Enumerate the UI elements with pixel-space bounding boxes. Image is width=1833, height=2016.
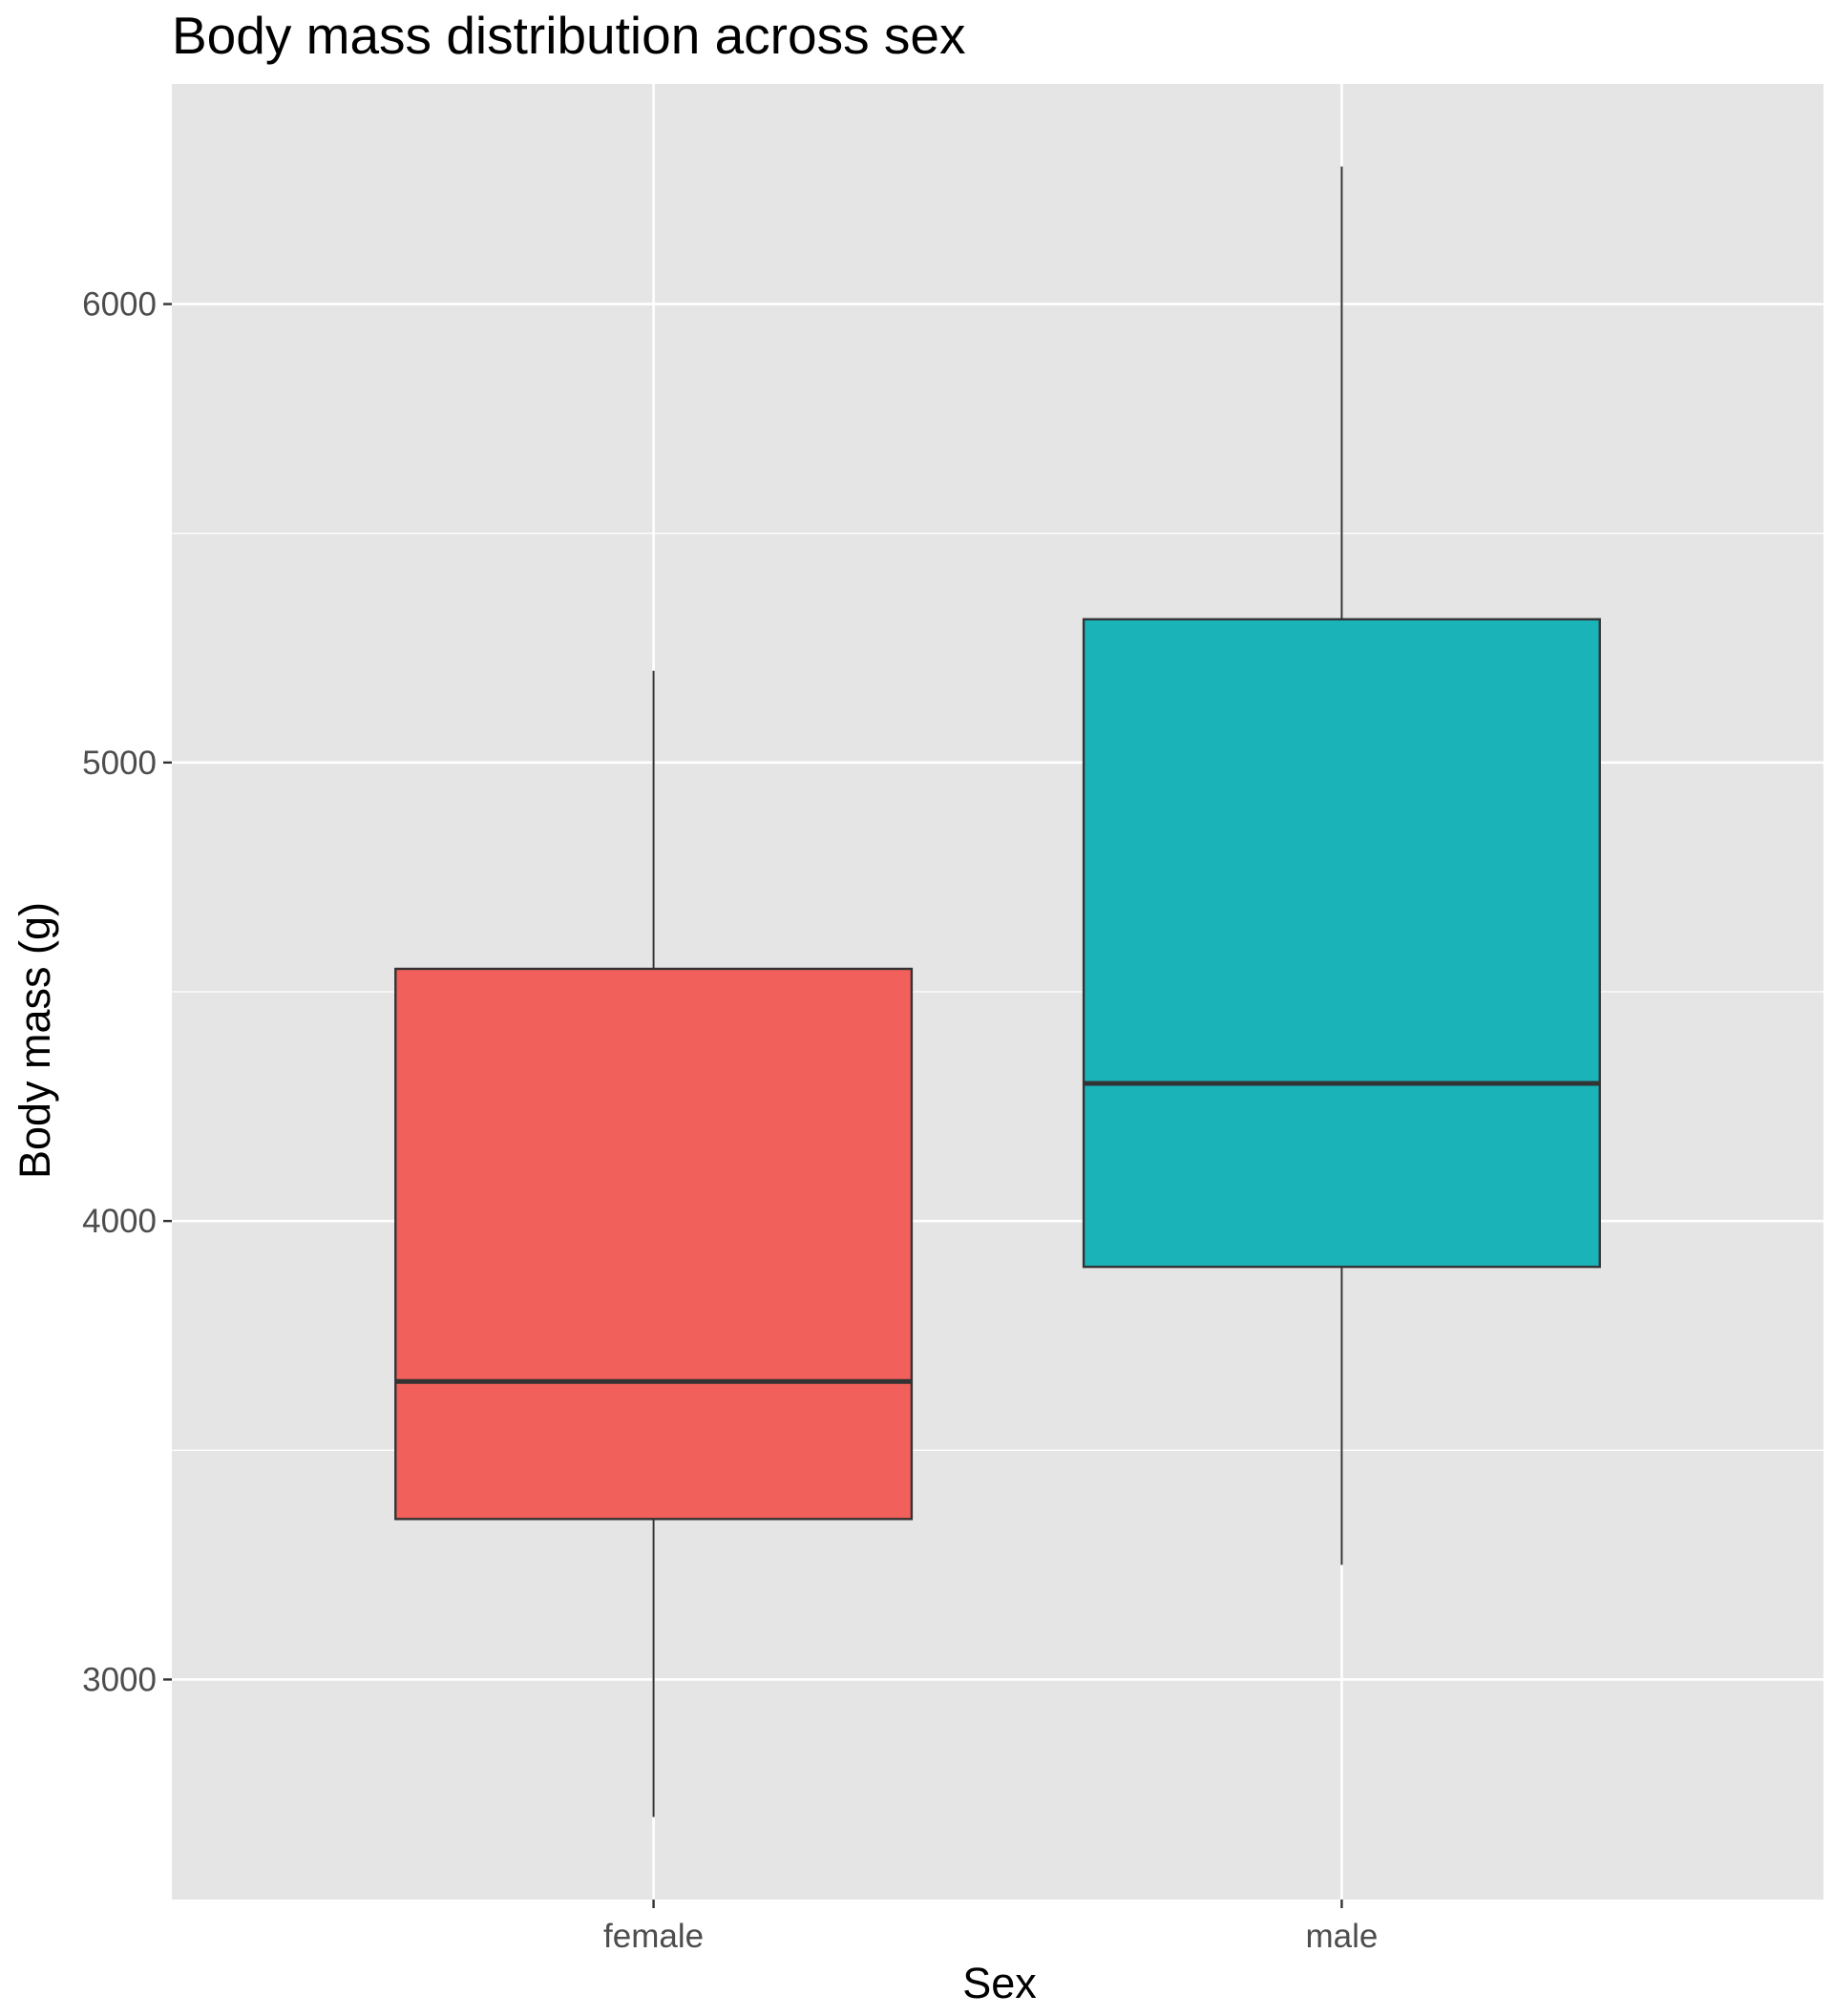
chart-title: Body mass distribution across sex	[172, 6, 965, 65]
y-axis-title: Body mass (g)	[11, 902, 59, 1179]
box-plots	[394, 166, 1601, 1817]
x-axis: female male	[603, 1900, 1378, 1955]
y-axis: 3000 4000 5000 6000	[82, 286, 172, 1698]
box-female	[394, 670, 914, 1817]
y-tick-label: 3000	[82, 1661, 157, 1698]
x-tick-label: female	[603, 1918, 704, 1955]
x-axis-title: Sex	[962, 1959, 1037, 2007]
y-tick-label: 4000	[82, 1203, 157, 1240]
iqr-box	[1082, 618, 1601, 1269]
box-male	[1082, 166, 1601, 1565]
y-tick-label: 5000	[82, 745, 157, 782]
x-tick-label: male	[1305, 1918, 1378, 1955]
iqr-box	[394, 967, 914, 1521]
y-tick-label: 6000	[82, 286, 157, 324]
